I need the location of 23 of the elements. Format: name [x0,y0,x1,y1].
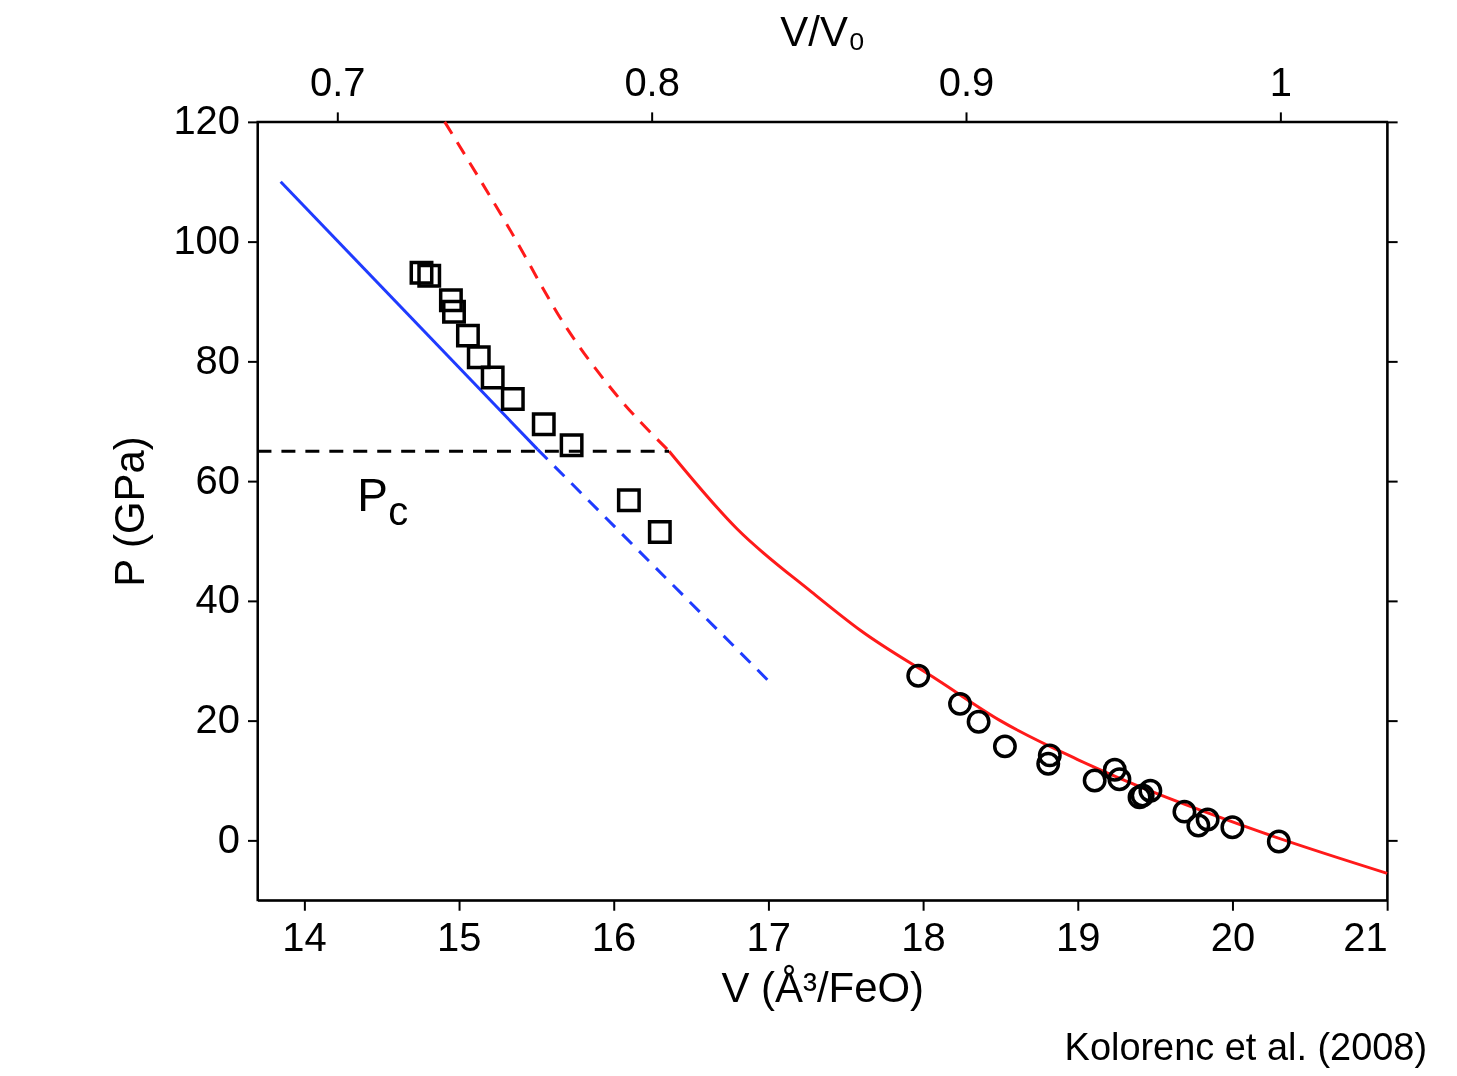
y-tick-label: 0 [217,816,241,861]
x-axis-title: V (Å³/FeO) [721,963,925,1011]
x-tick-label: 21 [1343,914,1388,959]
x-tick-label: 16 [591,914,637,959]
x2-tick-label: 0.9 [938,60,995,105]
y-tick-label: 60 [195,457,241,502]
x-tick-label: 17 [746,914,791,959]
y-tick-label: 40 [195,577,241,622]
x-tick-label: 15 [436,914,482,959]
x-tick-label: 20 [1210,914,1256,959]
y-tick-label: 20 [195,697,241,742]
x-tick-label: 14 [282,914,327,959]
x-tick-label: 18 [901,914,946,959]
x-tick-label: 19 [1055,914,1101,959]
x2-tick-label: 0.8 [624,60,680,105]
y-tick-label: 120 [173,98,241,143]
x2-axis-title: V/V₀ [780,7,866,55]
x2-tick-label: 0.7 [310,60,366,105]
y-axis-title: P (GPa) [106,436,154,587]
text: Kolorenc et al. (2008) [1064,1025,1428,1068]
x2-tick-label: 1 [1269,60,1292,105]
y-tick-label: 80 [195,337,241,382]
y-tick-label: 100 [173,218,241,263]
